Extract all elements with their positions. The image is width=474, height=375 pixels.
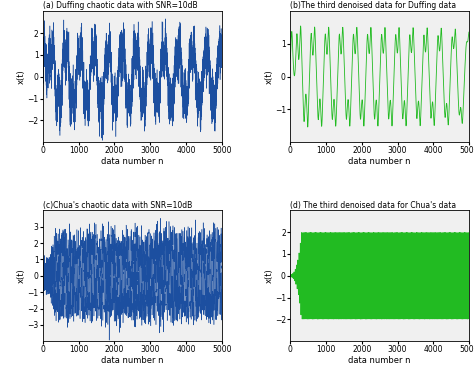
Text: (b)The third denoised data for Duffing data: (b)The third denoised data for Duffing d… [290, 2, 456, 10]
X-axis label: data number n: data number n [101, 356, 164, 365]
Text: (d) The third denoised data for Chua's data: (d) The third denoised data for Chua's d… [290, 201, 456, 210]
Y-axis label: x(t): x(t) [17, 268, 26, 283]
X-axis label: data number n: data number n [348, 356, 411, 365]
Y-axis label: x(t): x(t) [264, 69, 273, 84]
Text: (c)Chua's chaotic data with SNR=10dB: (c)Chua's chaotic data with SNR=10dB [43, 201, 192, 210]
Y-axis label: x(t): x(t) [264, 268, 273, 283]
Text: (a) Duffing chaotic data with SNR=10dB: (a) Duffing chaotic data with SNR=10dB [43, 2, 197, 10]
X-axis label: data number n: data number n [101, 157, 164, 166]
Y-axis label: x(t): x(t) [17, 69, 26, 84]
X-axis label: data number n: data number n [348, 157, 411, 166]
